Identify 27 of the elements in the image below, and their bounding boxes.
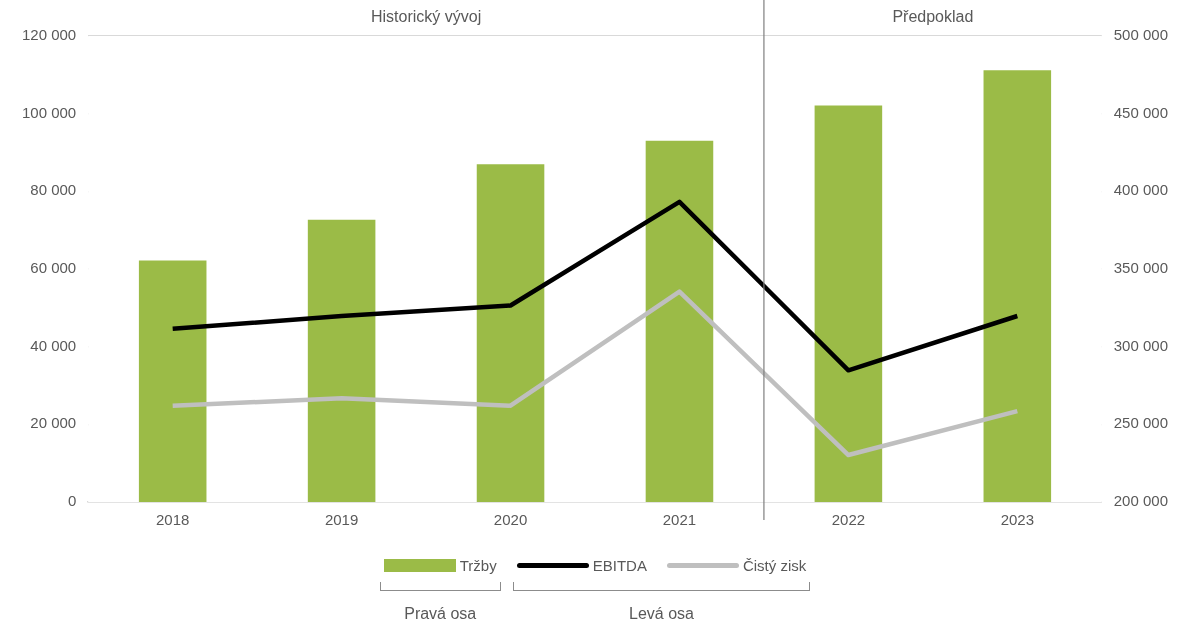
legend-label: Tržby	[459, 556, 497, 574]
y2-tick-label: 350 000	[1113, 259, 1169, 277]
y2-tick-label: 450 000	[1113, 103, 1169, 121]
band-label: Předpoklad	[892, 8, 974, 26]
x-tick-label: 2019	[324, 511, 359, 529]
y2-tick-label: 300 000	[1113, 336, 1169, 354]
y-tick-label: 60 000	[30, 259, 77, 277]
y-tick-label: 20 000	[30, 414, 77, 432]
y-tick-label: 100 000	[21, 103, 77, 121]
text: Levá osa	[628, 604, 695, 623]
x-tick-label: 2023	[1000, 511, 1034, 529]
y2-tick-label: 200 000	[1113, 492, 1169, 510]
band-label: Historický vývoj	[370, 8, 482, 26]
y-tick-label: 80 000	[30, 181, 77, 199]
x-tick-label: 2018	[156, 511, 190, 529]
y2-tick-label: 400 000	[1113, 181, 1169, 199]
y-tick-label: 0	[67, 492, 77, 510]
x-tick-label: 2020	[493, 511, 528, 529]
x-tick-label: 2021	[662, 511, 697, 529]
y2-tick-label: 250 000	[1113, 414, 1169, 432]
y-tick-label: 40 000	[30, 336, 77, 354]
legend-label: EBITDA	[592, 556, 647, 574]
x-tick-label: 2022	[831, 511, 866, 529]
y-tick-label: 120 000	[21, 26, 77, 44]
y2-tick-label: 500 000	[1113, 26, 1169, 44]
legend-label: Čistý zisk	[742, 556, 807, 574]
text: Pravá osa	[403, 604, 478, 623]
